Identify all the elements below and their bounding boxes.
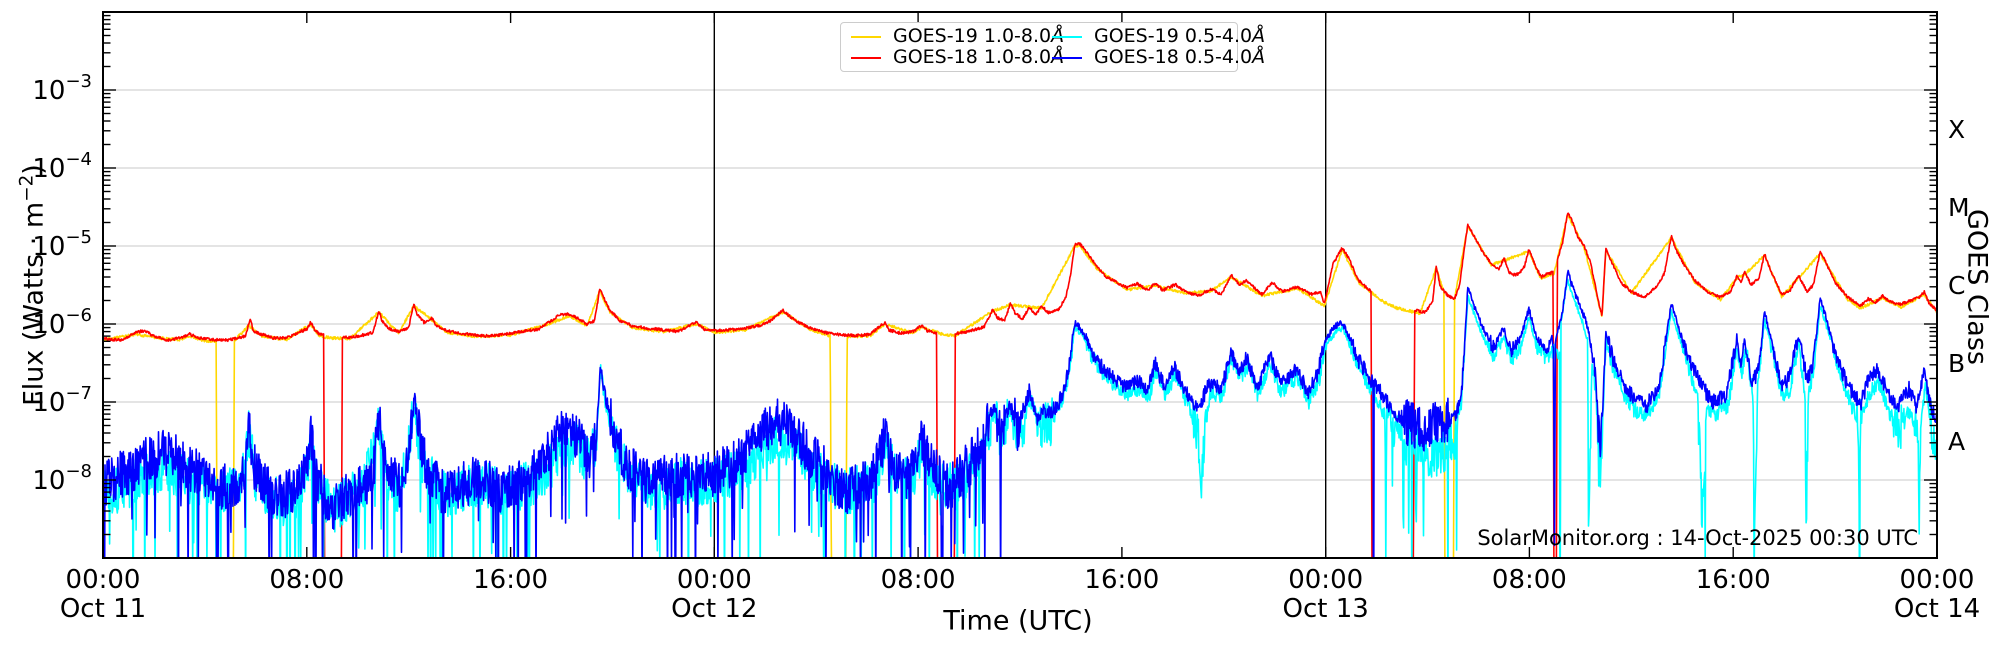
legend-label: GOES-18 0.5-4.0Å	[1094, 48, 1265, 67]
series-goes19-long-line	[103, 213, 1937, 558]
x-tick-time-label: 00:00	[66, 565, 141, 595]
y-tick-label: 10−7	[32, 383, 92, 418]
legend-entry-goes19-long: GOES-19 1.0-8.0Å	[851, 26, 1064, 47]
series-goes18-long-line	[103, 212, 1937, 558]
x-tick-time-label: 00:00	[1900, 565, 1975, 595]
legend-swatch-goes19-long	[851, 35, 881, 38]
x-tick-time-label: 16:00	[473, 565, 548, 595]
watermark-text: SolarMonitor.org : 14-Oct-2025 00:30 UTC	[1477, 526, 1918, 550]
goes-class-label: B	[1948, 349, 1965, 378]
legend-entry-goes18-long: GOES-18 1.0-8.0Å	[851, 47, 1064, 68]
legend-label-unit: Å	[1252, 25, 1266, 47]
y-tick-label: 10−4	[32, 149, 92, 184]
series-goes19-short-line	[103, 278, 1937, 558]
legend-label-text: GOES-19 1.0-8.0	[893, 25, 1052, 47]
legend: GOES-19 1.0-8.0Å GOES-18 1.0-8.0Å GOES-1…	[840, 22, 1265, 72]
x-tick-time-label: 08:00	[1492, 565, 1567, 595]
legend-swatch-goes18-long	[851, 56, 881, 59]
ticks-group	[103, 12, 1937, 558]
y-axis-title-exponent: −2	[16, 174, 38, 202]
x-tick-time-label: 08:00	[881, 565, 956, 595]
legend-label: GOES-19 1.0-8.0Å	[893, 27, 1064, 46]
legend-entry-goes18-short: GOES-18 0.5-4.0Å	[1052, 47, 1265, 68]
x-tick-time-label: 16:00	[1084, 565, 1159, 595]
x-tick-date-label: Oct 11	[60, 594, 146, 624]
y-tick-label: 10−5	[32, 227, 92, 262]
y-tick-label: 10−3	[32, 71, 92, 106]
x-tick-date-label: Oct 14	[1894, 594, 1980, 624]
legend-swatch-goes18-short	[1052, 56, 1082, 59]
series-group	[103, 212, 1937, 558]
goes-class-label: A	[1948, 427, 1965, 456]
goes-class-label: X	[1948, 115, 1965, 144]
x-axis-title: Time (UTC)	[943, 605, 1093, 637]
x-tick-time-label: 16:00	[1696, 565, 1771, 595]
x-tick-time-label: 00:00	[1288, 565, 1363, 595]
legend-entry-goes19-short: GOES-19 0.5-4.0Å	[1052, 26, 1265, 47]
legend-swatch-goes19-short	[1052, 35, 1082, 38]
legend-label: GOES-19 0.5-4.0Å	[1094, 27, 1265, 46]
x-tick-date-label: Oct 12	[671, 594, 757, 624]
legend-label-text: GOES-19 0.5-4.0	[1094, 25, 1253, 47]
right-axis-title: GOES Class	[1961, 209, 1993, 365]
x-tick-time-label: 08:00	[269, 565, 344, 595]
y-axis-title: Flux (Watts · m−2)	[17, 164, 50, 406]
series-goes18-short-line	[103, 269, 1937, 558]
plot-frame	[102, 11, 1938, 559]
legend-label-text: GOES-18 1.0-8.0	[893, 46, 1052, 68]
goes-class-label: M	[1948, 193, 1970, 222]
legend-label: GOES-18 1.0-8.0Å	[893, 48, 1064, 67]
legend-label-text: GOES-18 0.5-4.0	[1094, 46, 1253, 68]
goes-class-label: C	[1948, 271, 1965, 300]
y-axis-title-post: )	[18, 164, 50, 175]
y-axis-title-pre: Flux (Watts · m	[18, 201, 50, 406]
y-tick-label: 10−8	[32, 461, 92, 496]
x-tick-date-label: Oct 13	[1283, 594, 1369, 624]
y-tick-label: 10−6	[32, 305, 92, 340]
legend-label-unit: Å	[1252, 46, 1266, 68]
x-tick-time-label: 00:00	[677, 565, 752, 595]
